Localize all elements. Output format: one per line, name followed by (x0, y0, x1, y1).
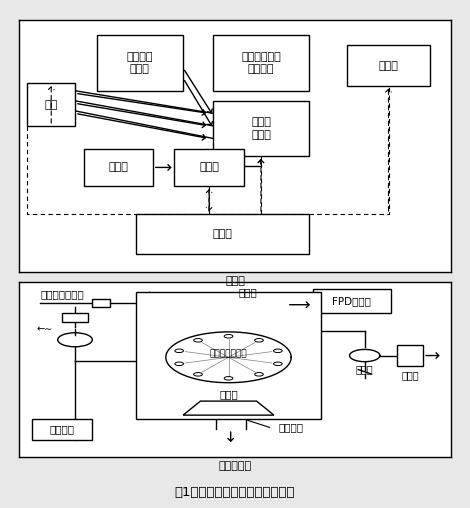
Text: 標準試料
導入部: 標準試料 導入部 (126, 52, 153, 74)
Bar (347, 46, 430, 86)
Text: 冷却部: 冷却部 (199, 163, 219, 172)
Bar (174, 148, 243, 186)
Text: 記録計: 記録計 (378, 60, 399, 71)
Text: カラム: カラム (239, 288, 258, 298)
Text: 図1　硫黄系悪臭自動計測器の例: 図1 硫黄系悪臭自動計測器の例 (175, 486, 295, 499)
Polygon shape (183, 401, 274, 415)
Text: 試料濃縮部: 試料濃縮部 (219, 461, 251, 471)
Text: 試　料
濃縮部: 試 料 濃縮部 (251, 117, 271, 140)
Bar (97, 36, 183, 91)
Bar (213, 36, 308, 91)
Text: FPD検出器: FPD検出器 (332, 296, 371, 306)
Bar (62, 313, 88, 322)
Bar (213, 101, 308, 156)
Bar (135, 214, 308, 254)
Text: 低温冷媒: 低温冷媒 (278, 423, 303, 432)
Text: 試料ガス: 試料ガス (49, 424, 75, 434)
Bar (135, 293, 321, 419)
Text: 制御部: 制御部 (212, 229, 232, 239)
Text: ←∼: ←∼ (37, 324, 53, 334)
Bar (27, 83, 75, 126)
Bar (313, 289, 391, 313)
Text: 構成図: 構成図 (225, 276, 245, 286)
Bar (32, 419, 92, 440)
Text: 冷凍機: 冷凍機 (108, 163, 128, 172)
Text: 試料: 試料 (45, 100, 58, 110)
Bar (84, 148, 153, 186)
Text: 流量計: 流量計 (401, 370, 419, 380)
Text: ポンプ: ポンプ (356, 365, 374, 374)
Text: 濃縮部: 濃縮部 (219, 389, 238, 399)
Text: 流路切換バルブ: 流路切換バルブ (210, 350, 247, 358)
Bar (397, 345, 423, 366)
Text: ガスクロマト
グラフ部: ガスクロマト グラフ部 (241, 52, 281, 74)
Bar (92, 299, 110, 307)
Text: キャリヤーガス: キャリヤーガス (40, 289, 84, 299)
